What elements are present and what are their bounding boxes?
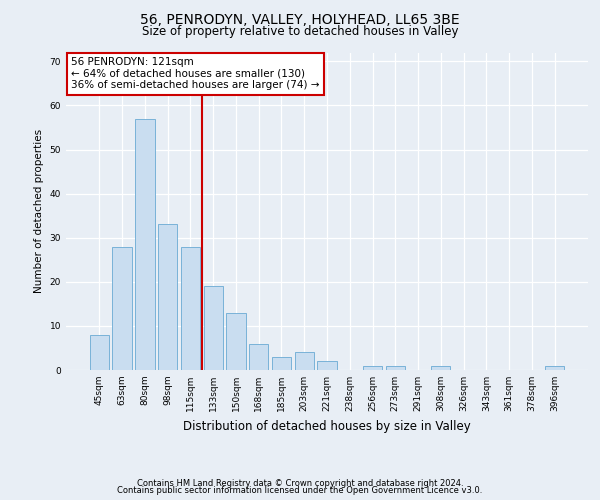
Text: 56, PENRODYN, VALLEY, HOLYHEAD, LL65 3BE: 56, PENRODYN, VALLEY, HOLYHEAD, LL65 3BE xyxy=(140,12,460,26)
Bar xyxy=(431,366,451,370)
Bar xyxy=(272,357,291,370)
Text: Contains HM Land Registry data © Crown copyright and database right 2024.: Contains HM Land Registry data © Crown c… xyxy=(137,478,463,488)
Bar xyxy=(363,366,382,370)
Text: Size of property relative to detached houses in Valley: Size of property relative to detached ho… xyxy=(142,25,458,38)
Text: Contains public sector information licensed under the Open Government Licence v3: Contains public sector information licen… xyxy=(118,486,482,495)
Bar xyxy=(226,312,245,370)
Bar xyxy=(158,224,178,370)
Bar xyxy=(90,334,109,370)
Bar xyxy=(295,352,314,370)
Bar xyxy=(203,286,223,370)
Bar xyxy=(135,118,155,370)
Text: 56 PENRODYN: 121sqm
← 64% of detached houses are smaller (130)
36% of semi-detac: 56 PENRODYN: 121sqm ← 64% of detached ho… xyxy=(71,58,320,90)
Y-axis label: Number of detached properties: Number of detached properties xyxy=(34,129,44,294)
Bar xyxy=(386,366,405,370)
Bar xyxy=(112,246,132,370)
Bar xyxy=(181,246,200,370)
Bar xyxy=(317,361,337,370)
X-axis label: Distribution of detached houses by size in Valley: Distribution of detached houses by size … xyxy=(183,420,471,432)
Bar xyxy=(249,344,268,370)
Bar xyxy=(545,366,564,370)
